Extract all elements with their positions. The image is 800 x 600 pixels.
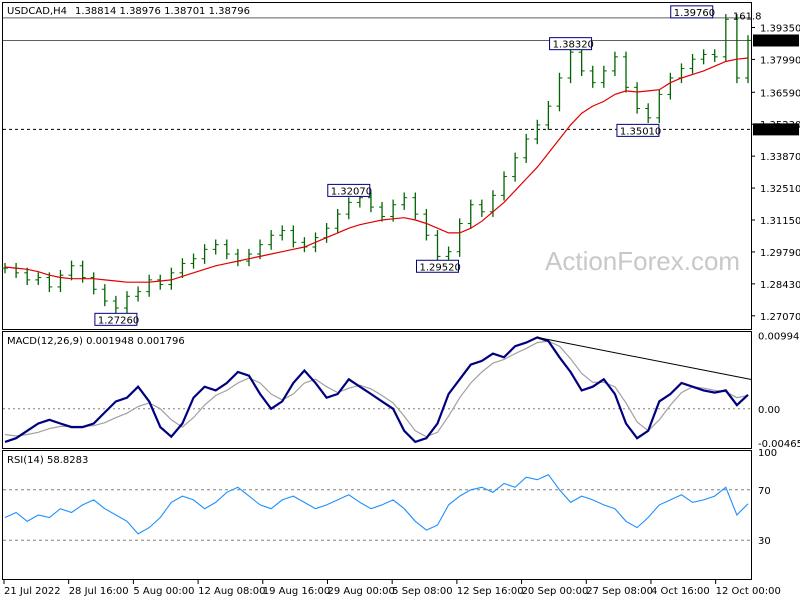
x-tick-label: 12 Aug 08:00 [198, 586, 265, 597]
level-label-text: 1.38796 [757, 36, 798, 47]
price-pane-frame [2, 2, 752, 330]
fib-label: 161.8 [733, 12, 762, 23]
price-pane: 1.32070 1.27260 1.29520 1.38320 1.35010 1.397… [2, 5, 762, 326]
price-y-tick-label: 1.28430 [760, 280, 800, 291]
macd-signal-line [4, 340, 749, 438]
price-annotation-box [327, 183, 371, 197]
x-tick-label: 5 Sep 08:00 [392, 586, 452, 597]
price-annotation-label: 1.39760 [674, 8, 715, 19]
macd-y-tick-label: 0.00 [758, 405, 780, 416]
rsi-y-tick-label: 100 [758, 448, 777, 459]
price-annotation-box [549, 37, 593, 51]
price-annotation-label: 1.27260 [98, 315, 139, 326]
price-y-tick-label: 1.33870 [760, 152, 800, 163]
macd-trendline [537, 336, 753, 381]
price-y-tick-label: 1.37990 [760, 55, 800, 66]
price-annotation-label: 1.32070 [331, 186, 372, 197]
rsi-y-tick-label: 70 [758, 486, 771, 497]
price-annotation-label: 1.29520 [419, 262, 460, 273]
x-tick-label: 21 Jul 2022 [4, 586, 61, 597]
price-annotation-label: 1.38320 [553, 40, 594, 51]
price-annotation-box [94, 312, 138, 326]
price-y-tick-label: 1.29790 [760, 248, 800, 259]
axes: 1.393501.379901.365901.352301.338701.325… [3, 23, 800, 597]
rsi-y-tick-label: 30 [758, 536, 771, 547]
x-tick-label: 19 Aug 16:00 [263, 586, 330, 597]
level-label-box [753, 34, 799, 47]
chart-symbol: USDCAD,H4 [7, 6, 67, 17]
x-tick-label: 20 Sep 00:00 [522, 586, 589, 597]
x-tick-label: 12 Oct 00:00 [716, 586, 781, 597]
macd-pane [3, 336, 753, 444]
price-annotation-label: 1.35010 [620, 126, 661, 137]
watermark-text: ActionForex.com [545, 246, 740, 276]
x-tick-label: 12 Sep 16:00 [457, 586, 524, 597]
price-y-tick-label: 1.27070 [760, 312, 800, 323]
rsi-pane [3, 474, 751, 541]
price-y-tick-label: 1.32510 [760, 184, 800, 195]
macd-main-line [4, 336, 749, 444]
level-label-box [753, 123, 799, 136]
x-tick-label: 28 Jul 16:00 [69, 586, 129, 597]
price-y-tick-label: 1.31150 [760, 216, 800, 227]
x-tick-label: 4 Oct 16:00 [651, 586, 710, 597]
rsi-pane-frame [2, 450, 752, 580]
price-y-tick-label: 1.36590 [760, 88, 800, 99]
rsi-line [4, 474, 749, 535]
rsi-title: RSI(14) 58.8283 [7, 455, 88, 466]
chart-ohlc: 1.38814 1.38976 1.38701 1.38796 [75, 6, 250, 17]
x-tick-label: 29 Aug 00:00 [327, 586, 394, 597]
macd-title: MACD(12,26,9) 0.001948 0.001796 [7, 336, 185, 347]
price-annotation-box [670, 5, 714, 19]
macd-y-tick-label: -0.004653 [758, 439, 800, 450]
price-annotation-box [616, 123, 660, 137]
price-y-tick-label: 1.39350 [760, 23, 800, 34]
macd-y-tick-label: 0.009943 [758, 332, 800, 343]
moving-average-line [4, 57, 749, 283]
x-tick-label: 5 Aug 00:00 [133, 586, 194, 597]
x-tick-label: 27 Sep 08:00 [586, 586, 653, 597]
macd-pane-frame [2, 331, 752, 449]
price-annotation-box [415, 259, 459, 273]
level-label-text: 1.35010 [757, 125, 798, 136]
